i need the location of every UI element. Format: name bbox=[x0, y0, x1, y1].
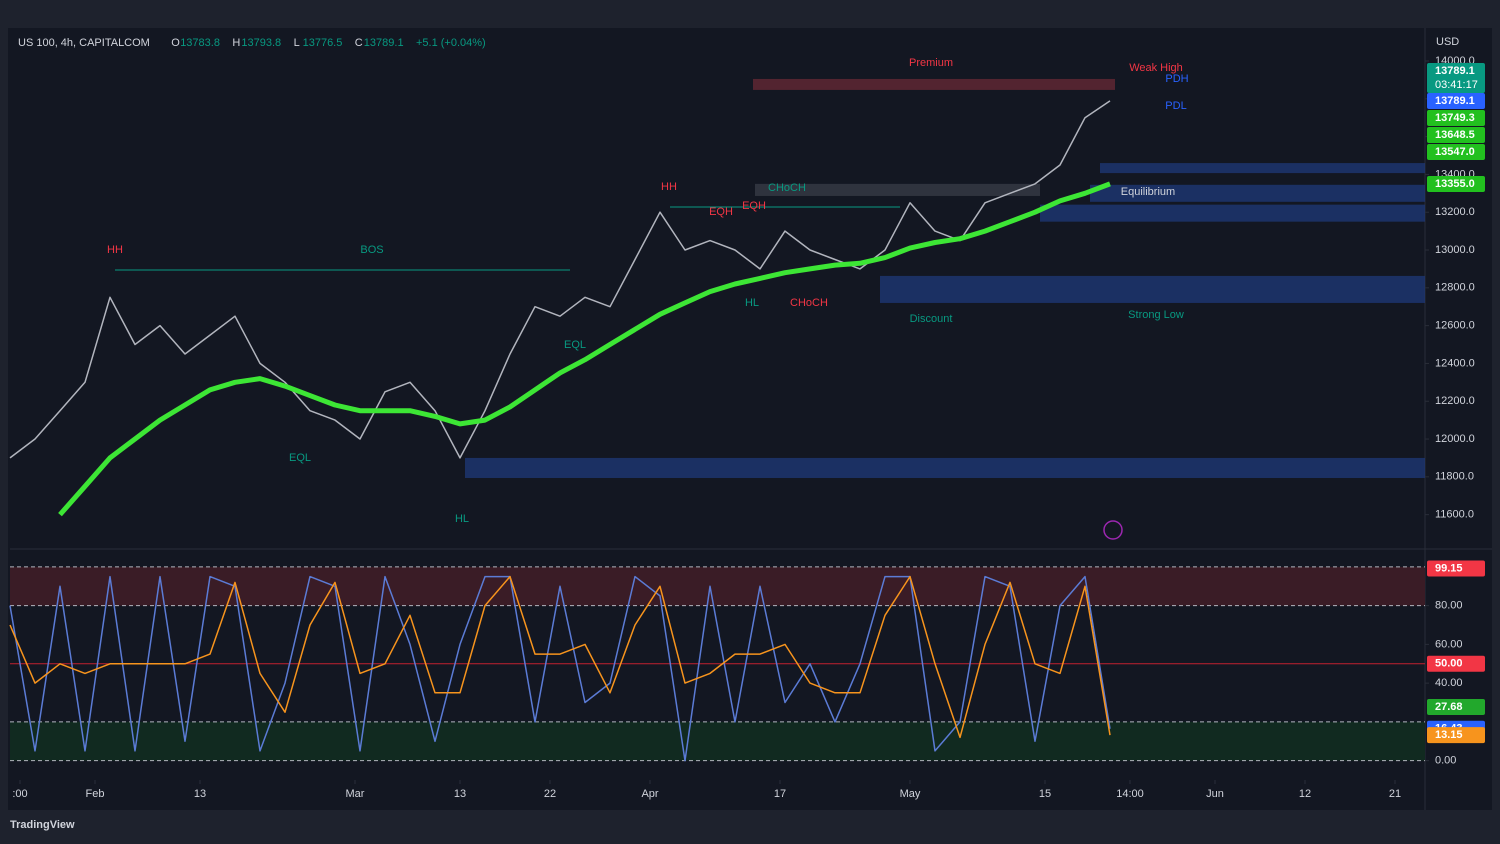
y-tick-label: 12800.0 bbox=[1435, 282, 1475, 294]
y-tick-label: 40.00 bbox=[1435, 677, 1463, 689]
price-badge bbox=[1427, 176, 1485, 192]
y-tick-label: 60.00 bbox=[1435, 638, 1463, 650]
price-badge bbox=[1427, 655, 1485, 672]
series-line bbox=[9, 100, 1111, 459]
price-badge-label: 13789.1 bbox=[1435, 65, 1475, 77]
x-tick-label: 17 bbox=[774, 788, 786, 800]
annotation: Premium bbox=[909, 57, 953, 69]
annotation: Equilibrium bbox=[1121, 186, 1175, 198]
annotation: Discount bbox=[910, 313, 953, 325]
zone bbox=[753, 78, 1115, 90]
change: +5.1 (+0.04%) bbox=[416, 37, 486, 49]
currency: USD bbox=[1436, 36, 1459, 48]
ohlc-key: L bbox=[294, 37, 300, 49]
price-badge-label: 13789.1 bbox=[1435, 95, 1475, 107]
y-tick-label: 80.00 bbox=[1435, 600, 1463, 612]
band bbox=[10, 566, 1425, 606]
x-tick-label: :00 bbox=[12, 788, 27, 800]
countdown: 03:41:17 bbox=[1435, 79, 1478, 91]
ohlc-key: O bbox=[171, 37, 180, 49]
annotation: EQL bbox=[564, 339, 586, 351]
price-badge-label: 13547.0 bbox=[1435, 146, 1475, 158]
annotation: HH bbox=[107, 244, 123, 256]
zone bbox=[880, 275, 1425, 303]
y-tick-label: 12000.0 bbox=[1435, 433, 1475, 445]
x-tick-label: 13 bbox=[194, 788, 206, 800]
y-tick-label: 13200.0 bbox=[1435, 206, 1475, 218]
ohlc-value: 13789.1 bbox=[364, 37, 404, 49]
series-line bbox=[9, 575, 1111, 739]
x-tick-label: 21 bbox=[1389, 788, 1401, 800]
price-badge-label: 27.68 bbox=[1435, 701, 1463, 713]
ohlc-key: C bbox=[355, 37, 363, 49]
price-badge bbox=[1427, 63, 1485, 93]
annotation: PDL bbox=[1165, 100, 1186, 112]
x-tick-label: Apr bbox=[641, 788, 658, 800]
y-tick-label: 11600.0 bbox=[1435, 509, 1474, 521]
annotation: EQL bbox=[289, 452, 311, 464]
zone bbox=[465, 457, 1425, 478]
zone bbox=[1090, 184, 1425, 202]
x-tick-label: Mar bbox=[346, 788, 365, 800]
x-tick-label: Feb bbox=[86, 788, 105, 800]
zone bbox=[755, 183, 1040, 196]
y-tick-label: 12600.0 bbox=[1435, 320, 1475, 332]
x-tick-label: 15 bbox=[1039, 788, 1051, 800]
x-tick-label: Jun bbox=[1206, 788, 1224, 800]
price-badge bbox=[1427, 560, 1485, 577]
x-tick-label: 22 bbox=[544, 788, 556, 800]
annotation: PDH bbox=[1165, 73, 1188, 85]
symbol: US 100, 4h, CAPITALCOM bbox=[18, 37, 150, 49]
price-badge-label: 13749.3 bbox=[1435, 112, 1475, 124]
series-line bbox=[58, 181, 1111, 517]
annotation: HL bbox=[455, 513, 469, 525]
annotation: BOS bbox=[360, 244, 383, 256]
y-tick-label: 12200.0 bbox=[1435, 395, 1475, 407]
ohlc-value: 13776.5 bbox=[303, 37, 343, 49]
x-tick-label: 14:00 bbox=[1116, 788, 1144, 800]
annotation: CHoCH bbox=[768, 182, 806, 194]
x-tick-label: May bbox=[900, 788, 921, 800]
ohlc-key: H bbox=[232, 37, 240, 49]
zone bbox=[1100, 163, 1425, 174]
series-line bbox=[9, 575, 1111, 762]
annotation: Strong Low bbox=[1128, 309, 1184, 321]
price-badge bbox=[1427, 93, 1485, 109]
price-badge bbox=[1427, 144, 1485, 160]
price-badge-label: 13648.5 bbox=[1435, 129, 1475, 141]
zone bbox=[1040, 204, 1425, 222]
annotation: HL bbox=[745, 297, 759, 309]
y-tick-label: 0.00 bbox=[1435, 755, 1456, 767]
price-badge-label: 13.15 bbox=[1435, 729, 1463, 741]
band bbox=[10, 721, 1425, 761]
price-badge-label: 13355.0 bbox=[1435, 178, 1475, 190]
annotation: Weak High bbox=[1129, 62, 1183, 74]
price-badge-label: 99.15 bbox=[1435, 562, 1463, 574]
ohlc-value: 13783.8 bbox=[180, 37, 220, 49]
x-tick-label: 12 bbox=[1299, 788, 1311, 800]
x-tick-label: 13 bbox=[454, 788, 466, 800]
annotation: EQH bbox=[709, 206, 733, 218]
ohlc-value: 13793.8 bbox=[241, 37, 281, 49]
price-badge bbox=[1427, 127, 1485, 143]
price-badge bbox=[1427, 727, 1485, 744]
y-tick-label: 13000.0 bbox=[1435, 244, 1475, 256]
annotation: CHoCH bbox=[790, 297, 828, 309]
y-tick-label: 12400.0 bbox=[1435, 357, 1475, 369]
brand: TradingView bbox=[10, 819, 75, 831]
annotation: EQH bbox=[742, 200, 766, 212]
y-tick-label: 11800.0 bbox=[1435, 471, 1474, 483]
annotation: HH bbox=[661, 181, 677, 193]
alert-icon[interactable] bbox=[1103, 520, 1123, 540]
price-badge-label: 50.00 bbox=[1435, 658, 1463, 670]
price-badge bbox=[1427, 698, 1485, 715]
price-badge bbox=[1427, 110, 1485, 126]
